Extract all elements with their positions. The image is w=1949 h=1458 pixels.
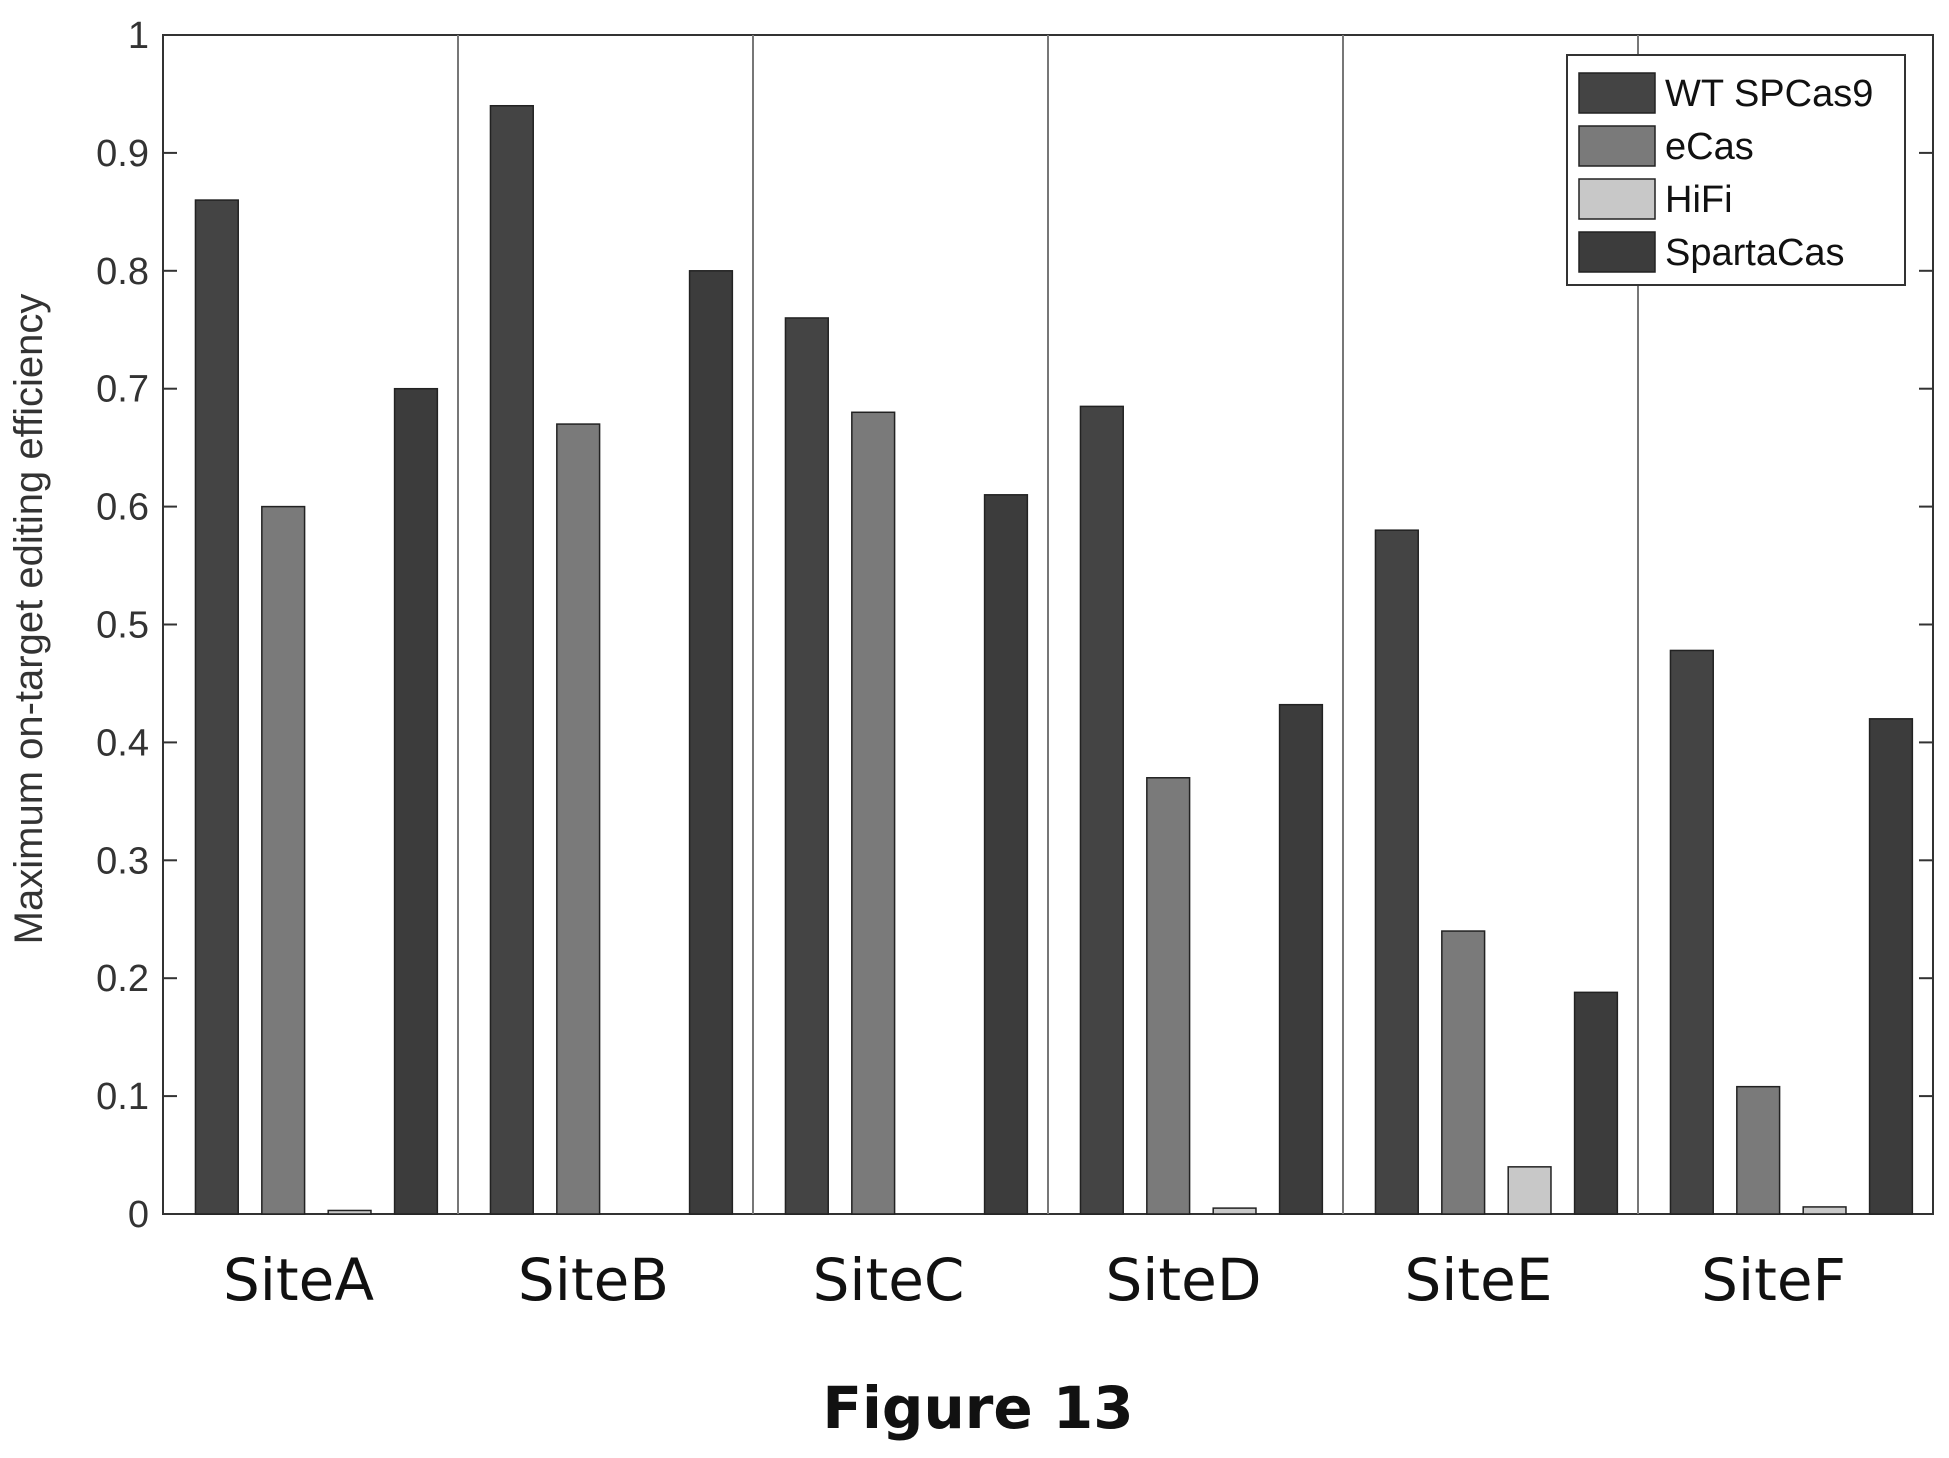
- legend-label: SpartaCas: [1665, 232, 1845, 274]
- bar-SiteE-eCas: [1441, 930, 1486, 1215]
- x-category-label: SiteD: [1105, 1246, 1261, 1314]
- bar-SiteF-HiFi: [1802, 1206, 1847, 1215]
- x-category-label: SiteE: [1404, 1246, 1552, 1314]
- legend-label: eCas: [1665, 126, 1754, 168]
- legend-label: HiFi: [1665, 179, 1733, 221]
- bar-SiteC-WT-SPCas9: [784, 317, 829, 1215]
- bar-SiteD-eCas: [1146, 777, 1191, 1215]
- bar-SiteD-HiFi: [1212, 1207, 1257, 1215]
- x-category-label: SiteA: [223, 1246, 374, 1314]
- x-category-label: SiteB: [518, 1246, 669, 1314]
- bar-SiteA-eCas: [261, 505, 306, 1215]
- y-tick-label: 0.2: [96, 958, 149, 1000]
- legend-swatch: [1578, 231, 1656, 273]
- x-category-label: SiteF: [1701, 1246, 1846, 1314]
- bar-SiteA-SpartaCas: [393, 387, 439, 1215]
- legend-swatch: [1578, 125, 1656, 167]
- legend: WT SPCas9 eCas HiFi SpartaCas: [1566, 54, 1906, 286]
- y-tick-label: 0.6: [96, 487, 149, 529]
- y-tick-label: 0.1: [96, 1076, 149, 1118]
- x-axis-labels: SiteA SiteB SiteC SiteD SiteE SiteF: [223, 1246, 1846, 1314]
- y-axis-ticks: 0 0.1 0.2 0.3 0.4 0.5 0.6 0.7 0.8 0.9 1: [96, 15, 1933, 1236]
- y-tick-label: 1: [128, 15, 149, 57]
- bar-SiteD-WT-SPCas9: [1079, 405, 1124, 1215]
- bar-SiteF-SpartaCas: [1868, 718, 1914, 1215]
- bar-SiteC-eCas: [851, 411, 896, 1215]
- x-category-label: SiteC: [813, 1246, 965, 1314]
- y-tick-label: 0.5: [96, 605, 149, 647]
- bar-SiteA-HiFi: [327, 1209, 372, 1215]
- bar-SiteF-eCas: [1736, 1085, 1781, 1215]
- figure-caption: Figure 13: [822, 1374, 1133, 1442]
- bar-SiteC-SpartaCas: [983, 494, 1029, 1215]
- y-tick-label: 0.7: [96, 369, 149, 411]
- legend-label: WT SPCas9: [1665, 73, 1873, 115]
- bar-SiteB-WT-SPCas9: [489, 104, 534, 1215]
- bar-SiteB-SpartaCas: [688, 270, 734, 1215]
- bar-SiteB-eCas: [556, 423, 601, 1215]
- bar-SiteE-SpartaCas: [1573, 991, 1619, 1215]
- y-tick-label: 0.9: [96, 133, 149, 175]
- y-tick-label: 0: [128, 1194, 149, 1236]
- bars: [194, 104, 1914, 1215]
- bar-SiteD-SpartaCas: [1278, 703, 1324, 1215]
- bar-SiteE-HiFi: [1507, 1166, 1552, 1215]
- y-axis-label: Maximum on-target editing efficiency: [7, 294, 51, 945]
- legend-swatch: [1578, 178, 1656, 220]
- y-tick-label: 0.3: [96, 840, 149, 882]
- legend-swatch: [1578, 72, 1656, 114]
- bar-SiteA-WT-SPCas9: [194, 199, 239, 1215]
- bar-SiteF-WT-SPCas9: [1669, 649, 1714, 1215]
- bar-SiteE-WT-SPCas9: [1374, 529, 1419, 1215]
- y-tick-label: 0.8: [96, 251, 149, 293]
- y-tick-label: 0.4: [96, 722, 149, 764]
